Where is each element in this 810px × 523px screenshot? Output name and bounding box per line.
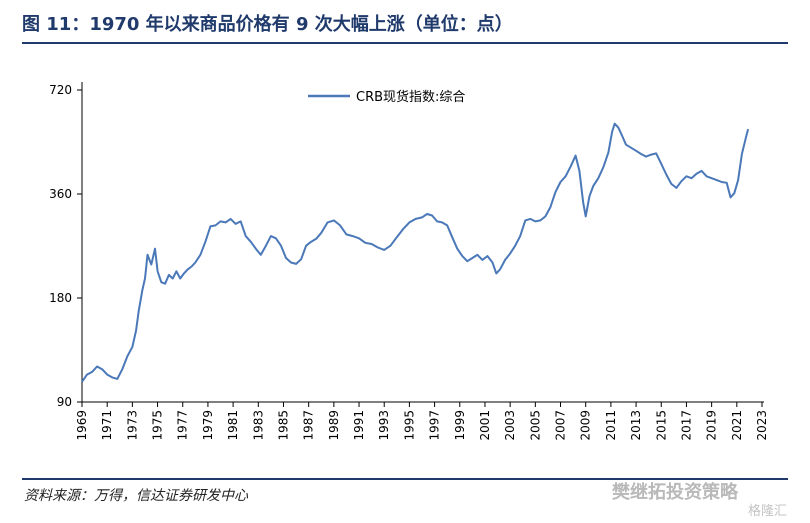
- title-rule: [22, 42, 788, 44]
- x-tick-label: 1993: [377, 410, 391, 441]
- y-tick-label: 720: [49, 83, 72, 97]
- source-note: 资料来源：万得，信达证券研发中心: [24, 488, 248, 504]
- y-tick-label: 90: [57, 395, 72, 409]
- series-layer: [81, 122, 750, 383]
- x-tick-label: 1999: [453, 410, 467, 441]
- x-tick-label: 2003: [503, 410, 517, 441]
- x-tick-label: 2017: [679, 410, 693, 441]
- watermark-sub: 格隆汇: [748, 504, 788, 519]
- x-tick-label: 1969: [75, 410, 89, 441]
- x-tick-label: 1979: [201, 410, 215, 441]
- series-line: [81, 122, 750, 383]
- x-tick-label: 2021: [730, 410, 744, 441]
- x-tick-label: 1987: [302, 410, 316, 441]
- x-tick-label: 1989: [327, 410, 341, 441]
- y-tick-label: 180: [49, 291, 72, 305]
- x-tick-label: 2005: [528, 410, 542, 441]
- x-tick-label: 1981: [226, 410, 240, 441]
- x-tick-label: 2019: [705, 410, 719, 441]
- chart-ticks: 90 180 360 720 1969 1971 1973 1975 1977 1979 1981 1…: [49, 83, 769, 441]
- x-tick-label: 1995: [402, 410, 416, 441]
- x-tick-label: 2015: [654, 410, 668, 441]
- x-tick-label: 1985: [276, 410, 290, 441]
- y-tick-label: 360: [49, 187, 72, 201]
- x-tick-label: 1973: [125, 410, 139, 441]
- x-tick-label: 1991: [352, 410, 366, 441]
- bottom-rule: [22, 478, 788, 480]
- legend-label: CRB现货指数:综合: [356, 89, 465, 105]
- chart-legend: CRB现货指数:综合: [308, 89, 465, 105]
- chart-axes: [81, 82, 764, 403]
- watermark: 樊继拓投资策略: [612, 482, 738, 503]
- x-tick-label: 1983: [251, 410, 265, 441]
- x-tick-label: 1971: [100, 410, 114, 441]
- x-tick-label: 2007: [554, 410, 568, 441]
- x-tick-label: 2009: [579, 410, 593, 441]
- x-tick-label: 2013: [629, 410, 643, 441]
- x-tick-label: 1997: [428, 410, 442, 441]
- chart-title: 图 11：1970 年以来商品价格有 9 次大幅上涨（单位：点）: [22, 14, 513, 35]
- x-tick-label: 2011: [604, 410, 618, 441]
- x-tick-label: 2023: [755, 410, 769, 441]
- x-tick-label: 1977: [176, 410, 190, 441]
- x-tick-label: 2001: [478, 410, 492, 441]
- x-tick-label: 1975: [151, 410, 165, 441]
